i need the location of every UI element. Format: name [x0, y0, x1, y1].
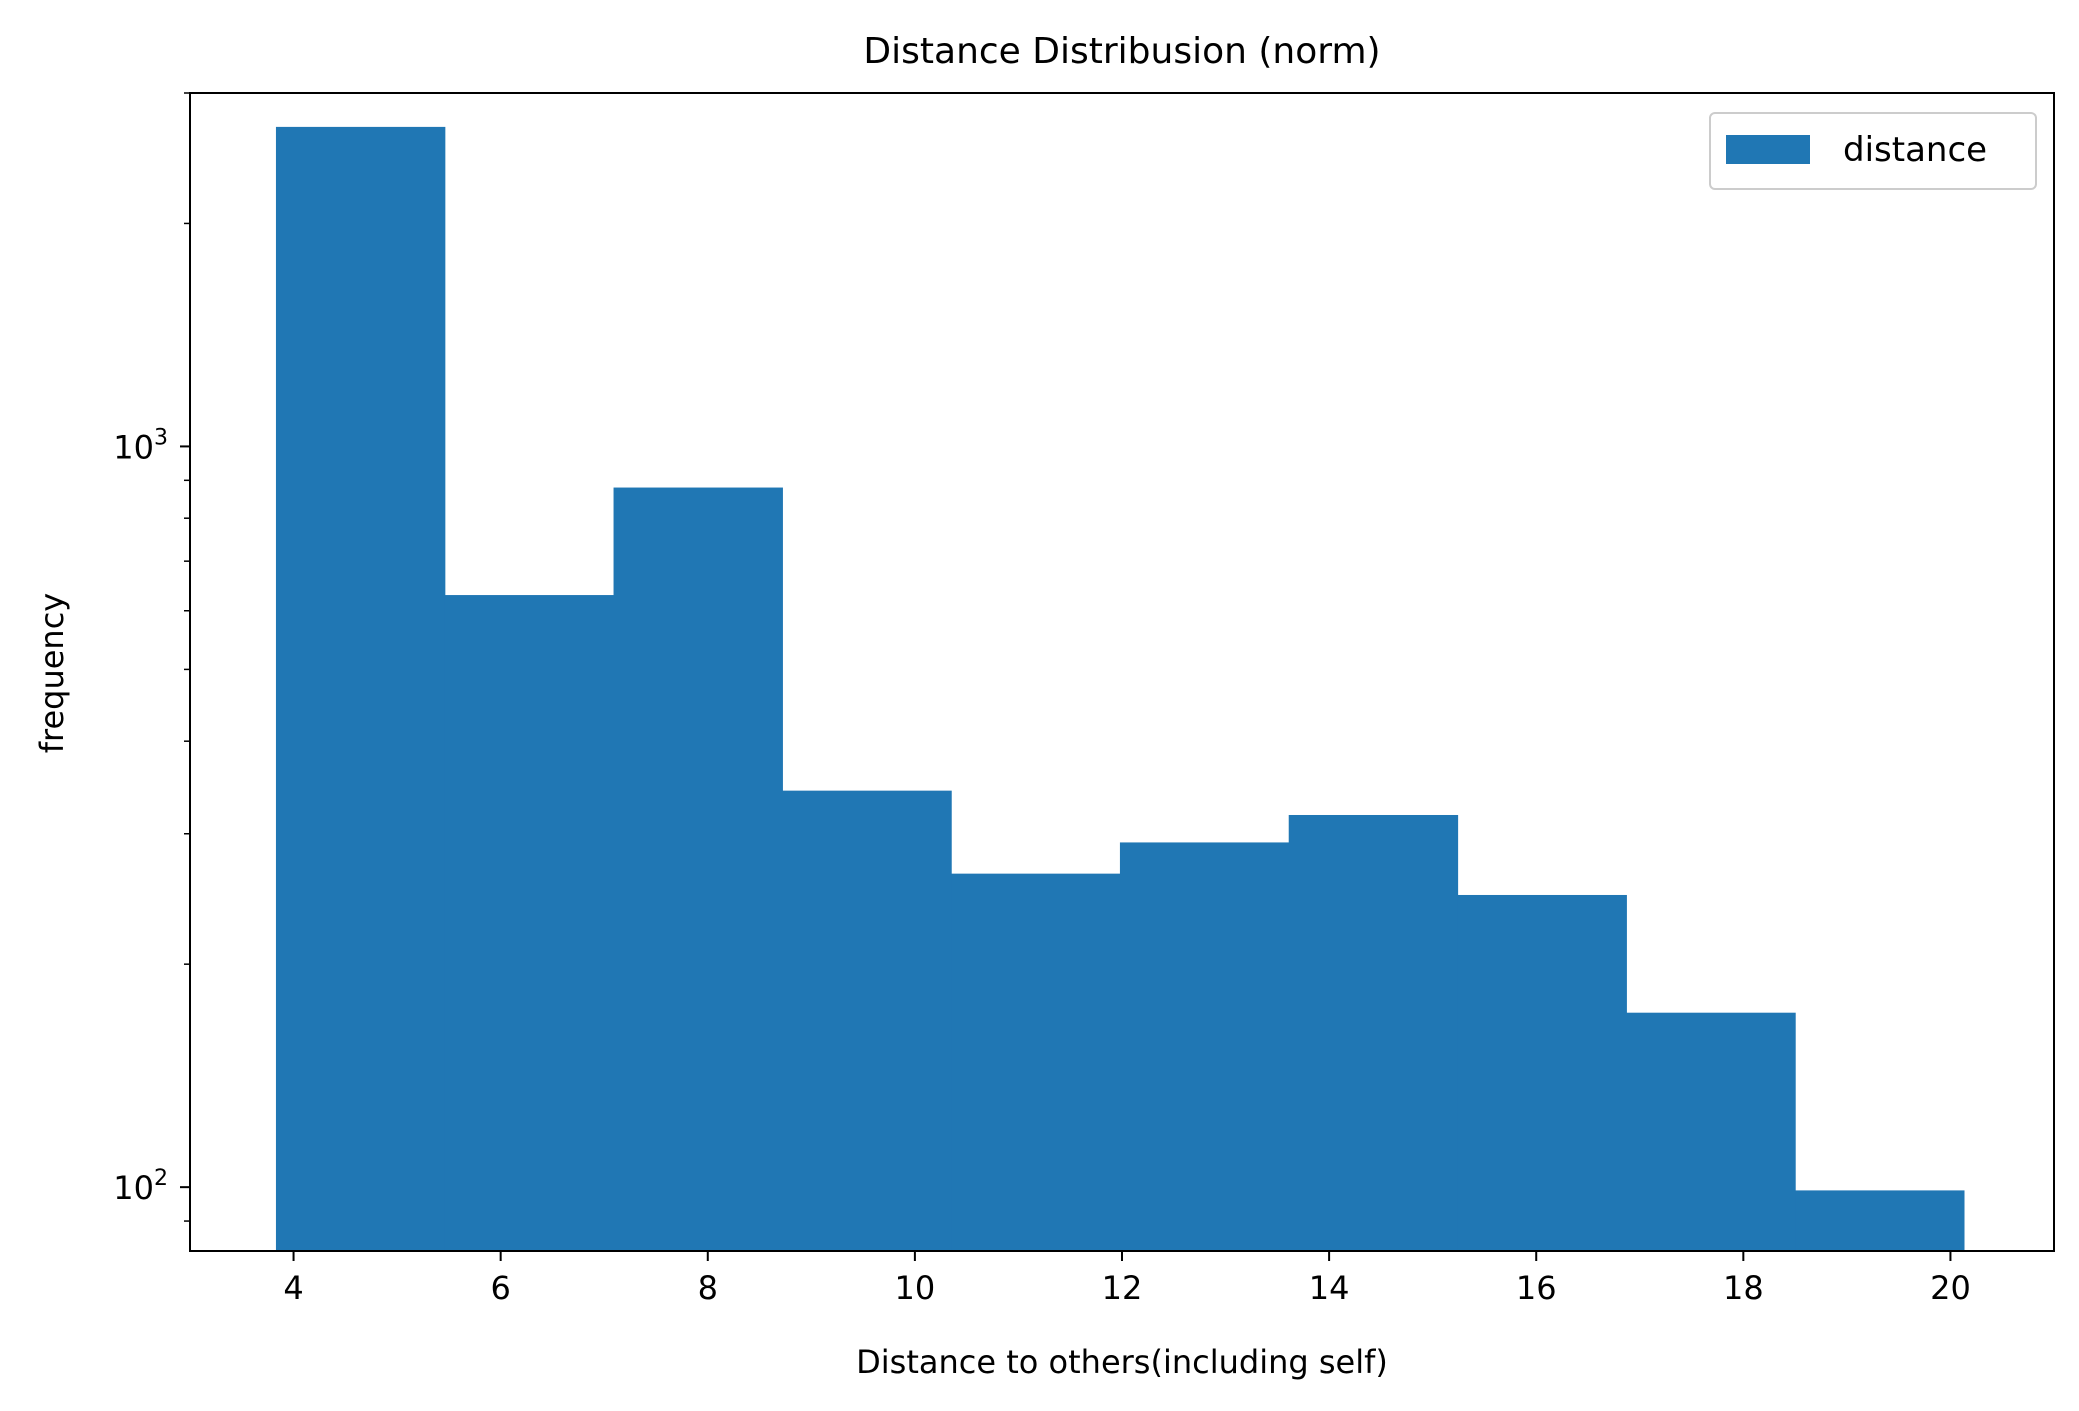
x-axis: 4 6 8 10 12 14 16 18 20: [283, 1251, 1971, 1307]
chart-title: Distance Distribusion (norm): [863, 31, 1380, 72]
x-tick-label: 10: [895, 1269, 936, 1307]
y-tick-label: 103: [113, 425, 168, 466]
histogram-bar: [951, 873, 1121, 1251]
x-tick-label: 12: [1102, 1269, 1143, 1307]
histogram-bar: [1626, 1012, 1796, 1251]
y-axis: 102 103: [113, 92, 190, 1222]
histogram-bar: [275, 126, 446, 1251]
x-tick-label: 6: [490, 1269, 510, 1307]
histogram-bar: [1288, 814, 1459, 1251]
x-tick-label: 20: [1930, 1269, 1971, 1307]
histogram-bar: [1795, 1190, 1965, 1251]
histogram-bar: [613, 487, 783, 1251]
legend-swatch: [1726, 135, 1810, 164]
histogram-bar: [444, 595, 615, 1251]
x-tick-label: 14: [1309, 1269, 1350, 1307]
legend-label: distance: [1843, 130, 1987, 170]
bars-layer: [275, 126, 1965, 1251]
legend: distance: [1709, 112, 2037, 190]
x-tick-label: 4: [283, 1269, 303, 1307]
x-axis-label: Distance to others(including self): [856, 1343, 1388, 1381]
histogram-bar: [1457, 894, 1627, 1251]
histogram-bar: [782, 790, 952, 1251]
x-tick-label: 16: [1516, 1269, 1557, 1307]
plot-frame: [189, 92, 2055, 1252]
y-axis-label: frequency: [33, 593, 71, 754]
legend-frame: [1709, 112, 2037, 190]
x-tick-label: 8: [698, 1269, 718, 1307]
x-tick-label: 18: [1723, 1269, 1764, 1307]
y-tick-label: 102: [113, 1166, 168, 1207]
histogram-bar: [1119, 842, 1290, 1251]
